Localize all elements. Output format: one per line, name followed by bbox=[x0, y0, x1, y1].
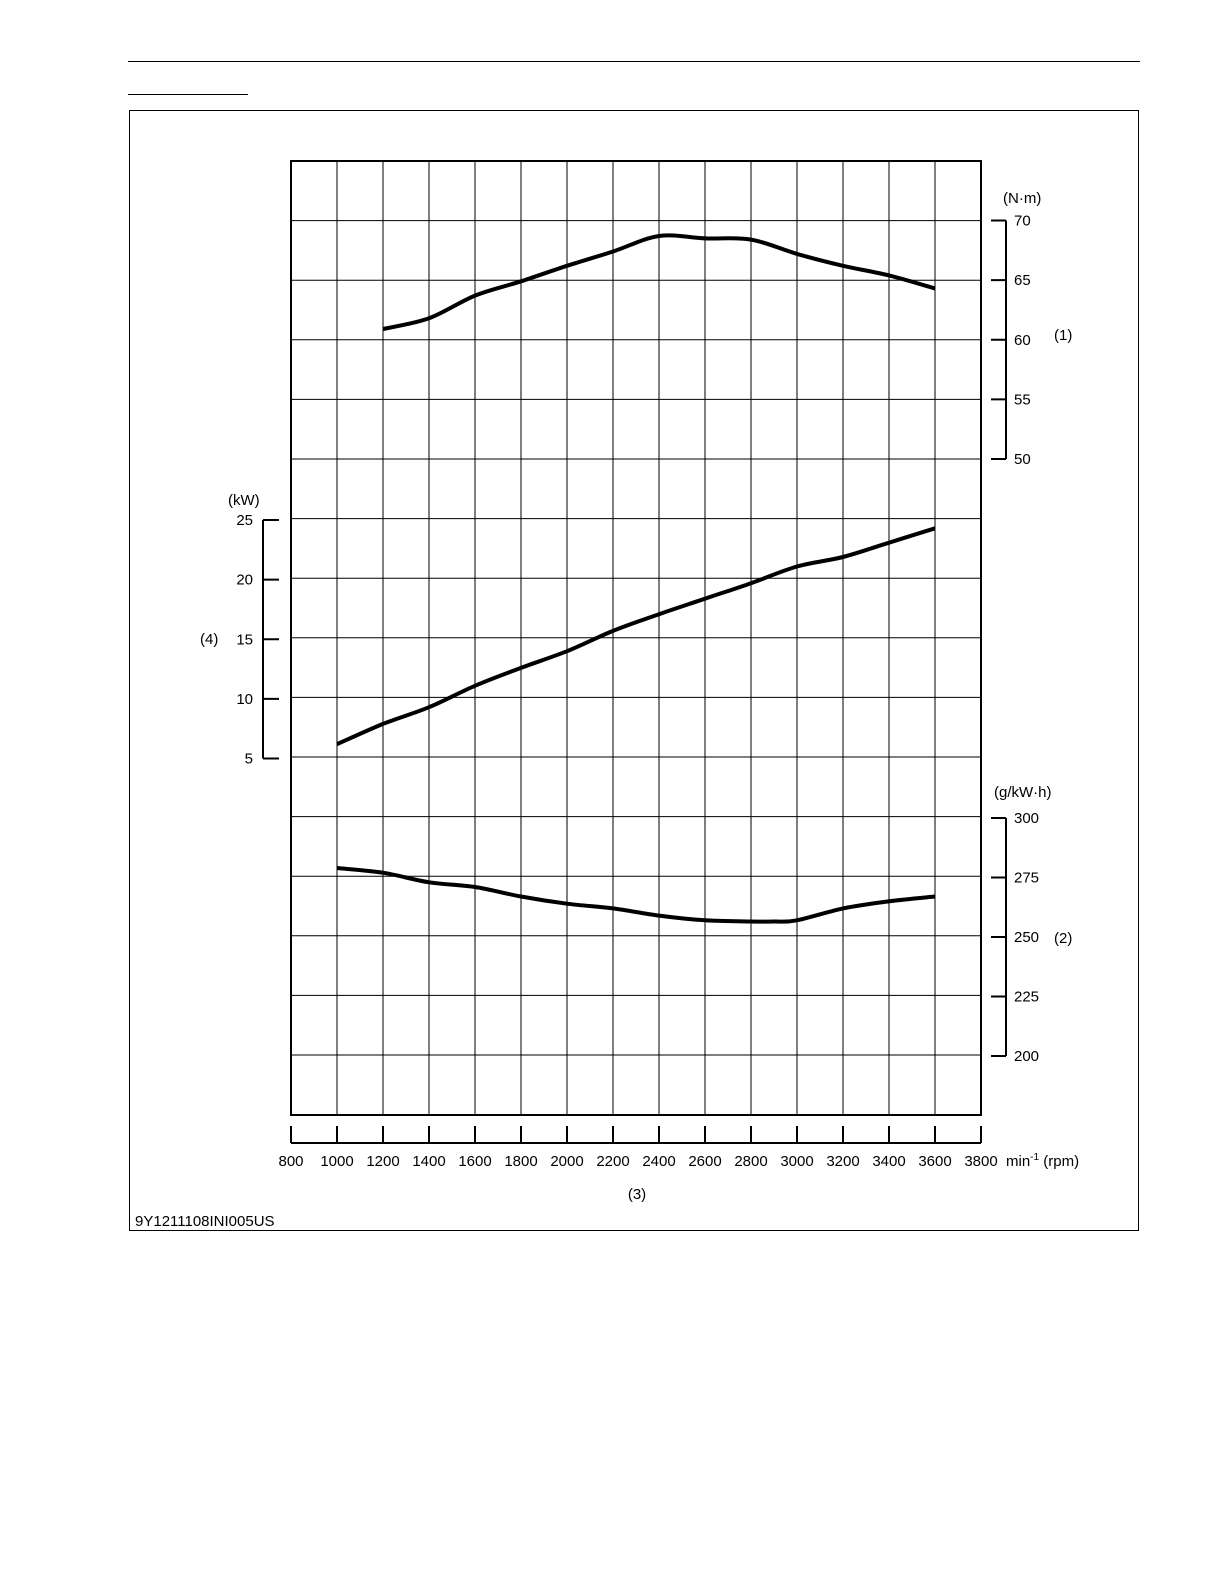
fuel-curve bbox=[336, 866, 936, 924]
x-tick-label: 1200 bbox=[366, 1153, 399, 1170]
x-tick-label: 2000 bbox=[550, 1153, 583, 1170]
x-tick-label: 1000 bbox=[320, 1153, 353, 1170]
x-tick-label: 1400 bbox=[412, 1153, 445, 1170]
fuel-tick-label: 300 bbox=[1014, 810, 1039, 827]
torque-curve bbox=[382, 233, 936, 331]
x-tick-label: 1600 bbox=[458, 1153, 491, 1170]
power-tick-label: 10 bbox=[236, 691, 253, 708]
fuel-tick-label: 200 bbox=[1014, 1048, 1039, 1065]
power-curve bbox=[336, 526, 936, 747]
torque-tick-label: 55 bbox=[1014, 391, 1031, 408]
plot-border bbox=[290, 160, 982, 1116]
x-tick-label: 800 bbox=[278, 1153, 303, 1170]
fuel-tick-label: 225 bbox=[1014, 989, 1039, 1006]
x-axis-callout: (3) bbox=[628, 1186, 646, 1203]
power-axis-callout: (4) bbox=[200, 631, 218, 648]
torque-tick-label: 65 bbox=[1014, 272, 1031, 289]
x-tick-label: 2600 bbox=[688, 1153, 721, 1170]
power-tick-label: 15 bbox=[236, 631, 253, 648]
fuel-axis-unit: (g/kW·h) bbox=[994, 784, 1052, 801]
fuel-tick-label: 250 bbox=[1014, 929, 1039, 946]
x-axis-unit: min-1 (rpm) bbox=[1006, 1152, 1079, 1170]
x-tick-label: 3400 bbox=[872, 1153, 905, 1170]
x-tick-label: 2200 bbox=[596, 1153, 629, 1170]
power-tick-label: 20 bbox=[236, 572, 253, 589]
figure-frame bbox=[129, 110, 1139, 1231]
power-tick-label: 25 bbox=[236, 512, 253, 529]
torque-tick-label: 70 bbox=[1014, 213, 1031, 230]
torque-axis-unit: (N·m) bbox=[1003, 190, 1041, 207]
section-rule bbox=[128, 94, 248, 95]
x-tick-label: 2800 bbox=[734, 1153, 767, 1170]
power-axis-unit: (kW) bbox=[228, 492, 260, 509]
x-tick-label: 2400 bbox=[642, 1153, 675, 1170]
x-tick-label: 3600 bbox=[918, 1153, 951, 1170]
power-tick-label: 5 bbox=[245, 751, 253, 768]
torque-axis-callout: (1) bbox=[1054, 327, 1072, 344]
fuel-tick-label: 275 bbox=[1014, 870, 1039, 887]
x-tick-label: 1800 bbox=[504, 1153, 537, 1170]
fuel-axis-callout: (2) bbox=[1054, 930, 1072, 947]
x-tick-label: 3000 bbox=[780, 1153, 813, 1170]
torque-tick-label: 60 bbox=[1014, 332, 1031, 349]
figure-code: 9Y1211108INI005US bbox=[135, 1213, 275, 1230]
torque-tick-label: 50 bbox=[1014, 451, 1031, 468]
x-tick-label: 3800 bbox=[964, 1153, 997, 1170]
x-tick-label: 3200 bbox=[826, 1153, 859, 1170]
header-rule bbox=[128, 61, 1140, 62]
